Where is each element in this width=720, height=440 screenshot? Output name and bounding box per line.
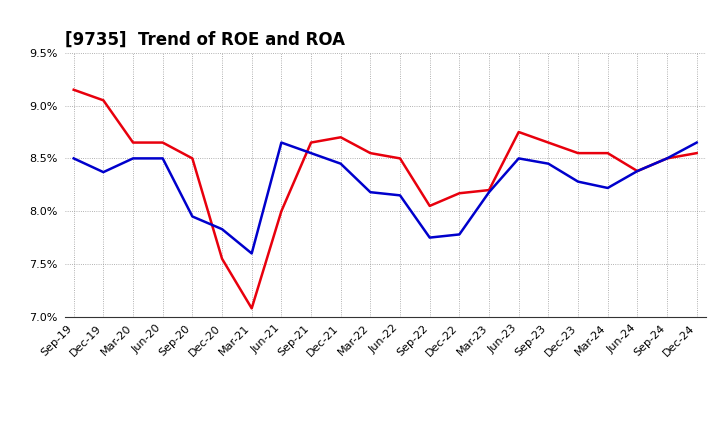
ROE [188,156,197,161]
ROA [69,156,78,161]
ROE [248,306,256,311]
ROA [426,235,434,240]
ROA [633,169,642,174]
ROA [396,193,405,198]
ROA [188,214,197,219]
ROA [514,156,523,161]
ROE [455,191,464,196]
ROE [485,187,493,193]
ROA [485,190,493,195]
ROE [426,203,434,209]
ROA [366,190,374,195]
ROA [217,227,226,232]
ROE [217,256,226,261]
ROE [129,140,138,145]
ROA [277,140,286,145]
ROA [662,156,671,161]
ROA [129,156,138,161]
ROE [633,169,642,174]
ROA [336,161,345,166]
ROA [603,185,612,191]
ROA [455,232,464,237]
Text: [9735]  Trend of ROE and ROA: [9735] Trend of ROE and ROA [65,30,345,48]
ROA [307,150,315,156]
ROE [396,156,405,161]
ROA [248,251,256,256]
ROA [99,169,108,175]
Line: ROA: ROA [73,143,697,253]
ROA [158,156,167,161]
ROE [69,87,78,92]
ROE [544,140,553,145]
ROE [158,140,167,145]
ROE [574,150,582,156]
ROE [99,98,108,103]
ROE [277,209,286,214]
ROE [307,140,315,145]
Line: ROE: ROE [73,90,697,308]
ROE [366,150,374,156]
ROE [336,135,345,140]
ROE [603,150,612,156]
ROA [693,140,701,145]
ROE [662,156,671,161]
ROE [693,150,701,156]
ROA [544,161,553,166]
ROE [514,129,523,135]
ROA [574,179,582,184]
